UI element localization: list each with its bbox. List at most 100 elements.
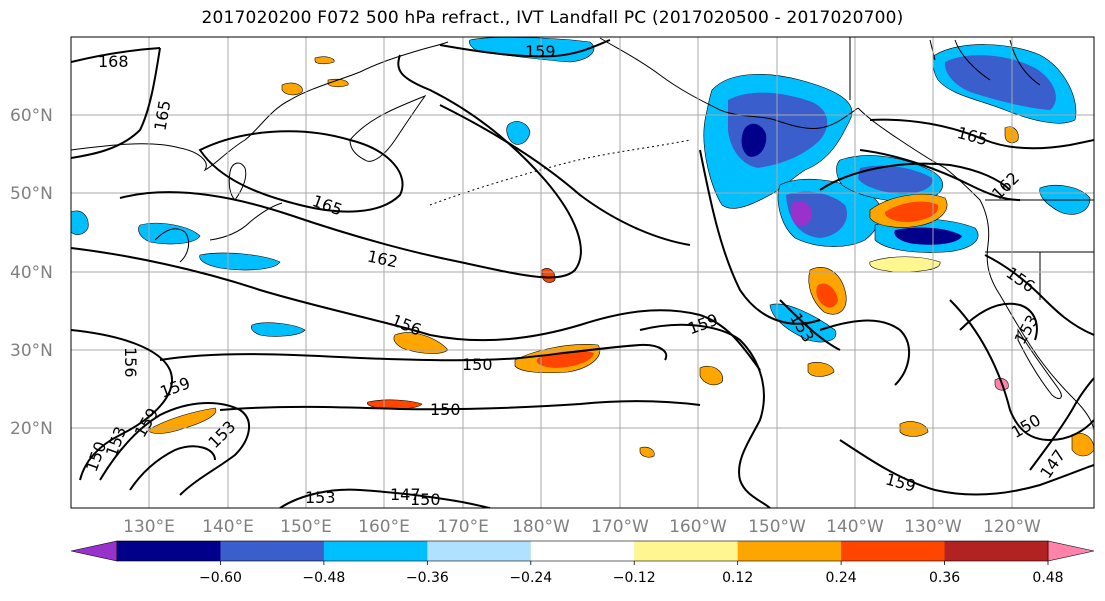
lon-label: 130°E	[123, 517, 175, 537]
contour-165-west	[71, 47, 161, 159]
colorbar-cell	[427, 541, 532, 561]
contour-153-ca	[779, 299, 841, 351]
colorbar-tick-label: −0.48	[302, 570, 345, 586]
lon-label: 140°E	[202, 517, 254, 537]
contour-lines	[71, 39, 1094, 508]
contour-label: 168	[98, 52, 129, 71]
contour-147-east	[1029, 377, 1094, 471]
colorbar-ticks: −0.60 −0.48 −0.36 −0.24 −0.12 0.12 0.24 0.36 0.4…	[199, 561, 1064, 586]
positive-patch-sw-inner	[816, 283, 838, 308]
contour-label: 153	[305, 488, 336, 507]
positive-patch-sw3	[639, 446, 655, 458]
contour-147-sw	[129, 445, 216, 491]
contour-159-east-sub	[639, 323, 771, 508]
contour-150-lower	[219, 400, 701, 411]
contour-label: 150	[410, 490, 441, 509]
positive-patch-sw2	[147, 407, 217, 434]
positive-patch-ak3	[314, 56, 335, 65]
longitude-labels: 130°E 140°E 150°E 160°E 170°E 180°W 170°…	[123, 517, 1041, 537]
negative-patch-sub2	[250, 322, 306, 337]
negative-patch-japan	[138, 222, 201, 245]
positive-patch-ak	[281, 82, 303, 96]
negative-patch-bc-core	[790, 200, 812, 227]
gridlines	[71, 37, 1094, 508]
colorbar-extend-right	[1047, 540, 1095, 562]
contour-159-gulf	[699, 149, 821, 325]
colorbar-cell	[944, 541, 1049, 561]
negative-patch-west-edge	[71, 210, 89, 235]
lat-label: 60°N	[10, 106, 53, 126]
contour-label: 147	[390, 485, 421, 504]
lat-label: 30°N	[10, 341, 53, 361]
contour-label: 150	[462, 355, 493, 374]
colorbar-cell	[117, 541, 221, 561]
colorbar-extend-left	[70, 540, 118, 562]
colorbar-tick-label: −0.60	[199, 570, 242, 586]
colorbar-tick-label: −0.24	[509, 570, 552, 586]
contour-label: 159	[525, 42, 556, 61]
negative-patch-kam	[506, 121, 531, 145]
lon-label: 160°W	[669, 517, 727, 537]
contour-153-bottom	[279, 488, 491, 508]
contour-153-sw	[99, 402, 250, 496]
coastline-aleutians	[429, 139, 691, 206]
contour-162-east	[859, 149, 1021, 201]
colorbar-tick-label: −0.12	[613, 570, 656, 586]
colorbar-tick-label: 0.36	[929, 570, 960, 586]
positive-patch-hawaii	[699, 365, 723, 386]
coastline-kamchatka	[349, 94, 427, 162]
lon-label: 140°W	[826, 517, 884, 537]
positive-patch-tropics2	[393, 332, 449, 354]
coastline-baja	[1017, 328, 1062, 399]
coastline-japan	[209, 162, 283, 241]
lon-label: 150°W	[748, 517, 806, 537]
contour-159-se	[839, 439, 1094, 496]
colorbar-tick-label: 0.12	[722, 570, 753, 586]
contour-159-mid	[71, 329, 173, 481]
coastline-na-west	[857, 107, 1094, 431]
colorbar-cells	[116, 540, 1049, 562]
map-frame	[70, 36, 1095, 509]
lat-label: 50°N	[10, 184, 53, 204]
map-title: 2017020200 F072 500 hPa refract., IVT La…	[201, 8, 904, 28]
contour-162	[119, 54, 582, 279]
colorbar-cell	[634, 541, 739, 561]
positive-patch-mexico	[899, 421, 929, 437]
negative-patch-band-inner	[858, 165, 933, 194]
contour-150-east	[949, 299, 1094, 442]
lon-label: 130°W	[904, 517, 962, 537]
positive-patch-hawaii2	[807, 362, 835, 377]
contour-label: 150	[430, 400, 461, 419]
lon-label: 150°E	[280, 517, 332, 537]
lat-label: 40°N	[10, 263, 53, 283]
coastline-na-interior	[849, 37, 1094, 300]
contour-165-loop	[198, 130, 404, 213]
negative-patch-pnw-inner	[894, 227, 962, 245]
lon-label: 180°W	[512, 517, 570, 537]
contour-156	[71, 247, 761, 371]
colorbar-tick-label: −0.36	[406, 570, 449, 586]
contour-159-upper	[439, 39, 611, 58]
latitude-labels: 60°N 50°N 40°N 30°N 20°N	[10, 106, 53, 439]
colorbar-cell	[530, 541, 635, 561]
positive-patch-ak2	[327, 78, 349, 88]
colorbar-cell	[737, 541, 842, 561]
colorbar-frame	[116, 540, 1049, 562]
lon-label: 170°W	[591, 517, 649, 537]
lon-label: 170°E	[437, 517, 489, 537]
coastline-korea	[154, 228, 190, 263]
contour-156-ca	[819, 319, 911, 386]
contour-150-upper	[159, 343, 668, 362]
contour-165-ne	[869, 118, 1094, 150]
colorbar-cell	[841, 541, 946, 561]
negative-patch-gulf-core	[741, 123, 767, 157]
contour-156-east	[984, 254, 1094, 336]
lon-label: 160°E	[358, 517, 410, 537]
contour-168	[71, 47, 161, 63]
lon-label: 120°W	[983, 517, 1041, 537]
colorbar: −0.60 −0.48 −0.36 −0.24 −0.12 0.12 0.24 0.36 0.4…	[70, 540, 1095, 586]
positive-patch-ca-band	[869, 256, 941, 273]
colorbar-cell	[323, 541, 428, 561]
contour-162-pnw	[819, 162, 1011, 191]
